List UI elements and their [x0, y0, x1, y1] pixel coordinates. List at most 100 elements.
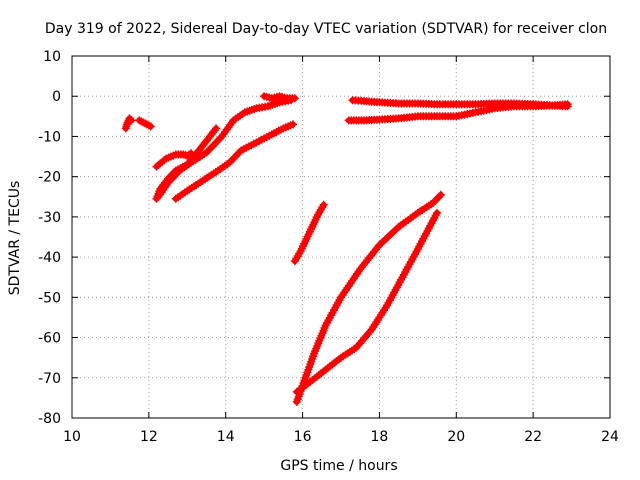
data-point — [173, 152, 179, 158]
data-point — [292, 95, 298, 101]
data-point — [361, 117, 367, 123]
y-tick-label: -50 — [38, 290, 61, 306]
data-point — [154, 164, 160, 170]
data-point — [242, 109, 248, 115]
data-point — [277, 93, 283, 99]
data-point — [430, 200, 436, 206]
data-series-arc-7 — [171, 120, 297, 203]
y-tick-label: -10 — [38, 129, 61, 145]
data-series-arc-1 — [121, 114, 136, 133]
data-point — [173, 196, 179, 202]
data-point — [361, 98, 367, 104]
x-tick-label: 22 — [524, 429, 542, 445]
data-layer — [121, 92, 572, 406]
data-point — [125, 119, 131, 125]
data-point — [277, 99, 283, 105]
data-point — [376, 99, 382, 105]
data-point — [511, 103, 517, 109]
x-tick-label: 20 — [447, 429, 465, 445]
data-series-arc-5 — [154, 96, 295, 201]
data-point — [384, 302, 390, 308]
data-point — [307, 379, 313, 385]
data-point — [238, 148, 244, 154]
data-point — [353, 345, 359, 351]
data-point — [280, 125, 286, 131]
data-point — [163, 156, 169, 162]
plot-frame — [71, 55, 611, 419]
data-point — [434, 101, 440, 107]
x-tick-label: 24 — [601, 429, 619, 445]
data-point — [565, 101, 571, 107]
data-series-arc-8 — [290, 200, 328, 266]
data-point — [294, 399, 300, 405]
data-point — [453, 101, 459, 107]
y-tick-label: 0 — [52, 89, 61, 105]
data-point — [350, 97, 356, 103]
data-point — [144, 121, 150, 127]
data-point — [129, 117, 135, 123]
data-point — [399, 274, 405, 280]
chart-title: Day 319 of 2022, Sidereal Day-to-day VTE… — [45, 21, 607, 37]
data-point — [473, 109, 478, 115]
data-point — [415, 113, 421, 119]
y-tick-label: -60 — [38, 331, 61, 347]
data-point — [415, 100, 421, 106]
data-point — [230, 117, 236, 123]
y-tick-label: -20 — [38, 170, 61, 186]
data-point — [269, 131, 275, 137]
data-point — [530, 103, 536, 109]
data-point — [188, 160, 194, 166]
data-point — [492, 100, 498, 106]
data-point — [321, 202, 327, 208]
x-tick-label: 10 — [63, 429, 81, 445]
data-point — [177, 168, 183, 174]
x-axis-label: GPS time / hours — [280, 458, 397, 474]
data-point — [227, 160, 233, 166]
data-point — [253, 105, 259, 111]
data-point — [165, 180, 171, 186]
data-series-arc-10 — [292, 208, 442, 396]
data-series-arc-3 — [152, 149, 196, 171]
data-point — [315, 212, 321, 218]
data-point — [155, 194, 161, 200]
x-tick-label: 18 — [371, 429, 389, 445]
data-point — [184, 153, 190, 159]
data-point — [269, 95, 275, 101]
data-point — [323, 367, 329, 373]
data-point — [309, 224, 315, 230]
data-series-arc-2 — [135, 116, 155, 131]
data-point — [136, 117, 142, 123]
data-point — [123, 125, 129, 131]
x-tick-label: 12 — [140, 429, 158, 445]
data-point — [323, 322, 329, 328]
data-point — [265, 103, 271, 109]
data-point — [376, 242, 382, 248]
data-point — [292, 258, 298, 264]
data-point — [311, 351, 317, 357]
x-tick-label: 16 — [294, 429, 312, 445]
data-point — [294, 389, 300, 395]
data-point — [290, 121, 296, 127]
data-point — [284, 95, 290, 101]
data-point — [357, 266, 363, 272]
data-series-arc-9 — [292, 190, 445, 406]
data-point — [434, 210, 440, 216]
data-point — [180, 152, 186, 158]
y-tick-label: 10 — [43, 49, 61, 65]
data-point — [140, 119, 146, 125]
data-point — [261, 93, 267, 99]
data-point — [453, 113, 459, 119]
data-point — [473, 101, 478, 107]
ticks: 10 12 14 16 18 20 22 24 -80 -70 -60 -50 -40 -30 -20 -10… — [38, 49, 619, 445]
data-point — [492, 105, 498, 111]
data-point — [338, 355, 344, 361]
data-series-arc-6 — [260, 92, 299, 103]
data-point — [434, 113, 440, 119]
data-point — [396, 100, 402, 106]
y-tick-label: -80 — [38, 411, 61, 427]
data-point — [415, 246, 421, 252]
data-point — [298, 248, 304, 254]
data-point — [338, 294, 344, 300]
